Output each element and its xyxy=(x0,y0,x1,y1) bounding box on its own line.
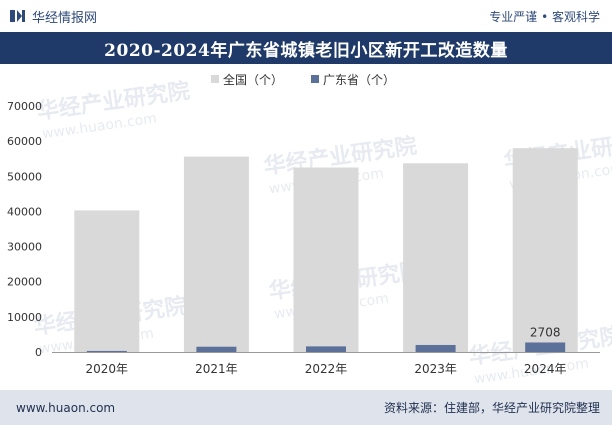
chart-title: 2020-2024年广东省城镇老旧小区新开工改造数量 xyxy=(0,32,612,64)
y-tick-label: 60000 xyxy=(7,135,42,148)
bar-national xyxy=(403,163,469,352)
x-tick-label: 2021年 xyxy=(195,362,238,376)
y-axis: 0 10000 20000 30000 40000 50000 60000 70000 xyxy=(7,100,42,359)
x-tick-label: 2020年 xyxy=(86,362,129,376)
bar-guangdong xyxy=(415,344,456,352)
x-tick-label: 2024年 xyxy=(524,362,567,376)
bar-guangdong xyxy=(306,346,346,352)
top-bar: 华经情报网 专业严谨 • 客观科学 xyxy=(0,0,612,32)
legend-label-0: 全国（个） xyxy=(223,72,283,87)
brand-name: 华经情报网 xyxy=(32,10,98,26)
bar-guangdong xyxy=(86,350,127,352)
x-tick-label: 2023年 xyxy=(414,362,457,376)
bar-national xyxy=(293,167,359,352)
bar-guangdong xyxy=(525,342,566,352)
data-label: 2708 xyxy=(530,325,561,339)
bar-national xyxy=(74,210,140,352)
x-tick-label: 2022年 xyxy=(305,362,348,376)
y-tick-label: 0 xyxy=(35,346,42,359)
y-tick-label: 30000 xyxy=(7,241,42,254)
y-tick-label: 20000 xyxy=(7,276,42,289)
data-labels: 2708 xyxy=(530,325,561,339)
y-tick-label: 70000 xyxy=(7,100,42,113)
y-tick-label: 10000 xyxy=(7,311,42,324)
legend: 全国（个） 广东省（个） xyxy=(211,72,395,87)
legend-swatch-1 xyxy=(311,75,319,83)
bars xyxy=(74,148,578,352)
slogan: 专业严谨 • 客观科学 xyxy=(489,9,600,24)
footer: www.huaon.com 资料来源：住建部，华经产业研究院整理 xyxy=(0,390,612,425)
bar-chart: 华经产业研究院www.huaon.com华经产业研究院www.huaon.com… xyxy=(7,72,612,387)
y-tick-label: 40000 xyxy=(7,205,42,218)
legend-label-1: 广东省（个） xyxy=(323,73,395,87)
legend-swatch-0 xyxy=(211,75,219,83)
brand: 华经情报网 xyxy=(10,7,97,26)
x-axis: 2020年 2021年 2022年 2023年 2024年 xyxy=(52,352,600,376)
bar-national xyxy=(183,156,249,352)
y-tick-label: 50000 xyxy=(7,170,42,183)
footer-source: 资料来源：住建部，华经产业研究院整理 xyxy=(383,401,600,415)
footer-website: www.huaon.com xyxy=(16,400,116,415)
bar-guangdong xyxy=(196,346,237,352)
bar-national xyxy=(512,148,578,352)
logo-icon xyxy=(10,10,25,22)
